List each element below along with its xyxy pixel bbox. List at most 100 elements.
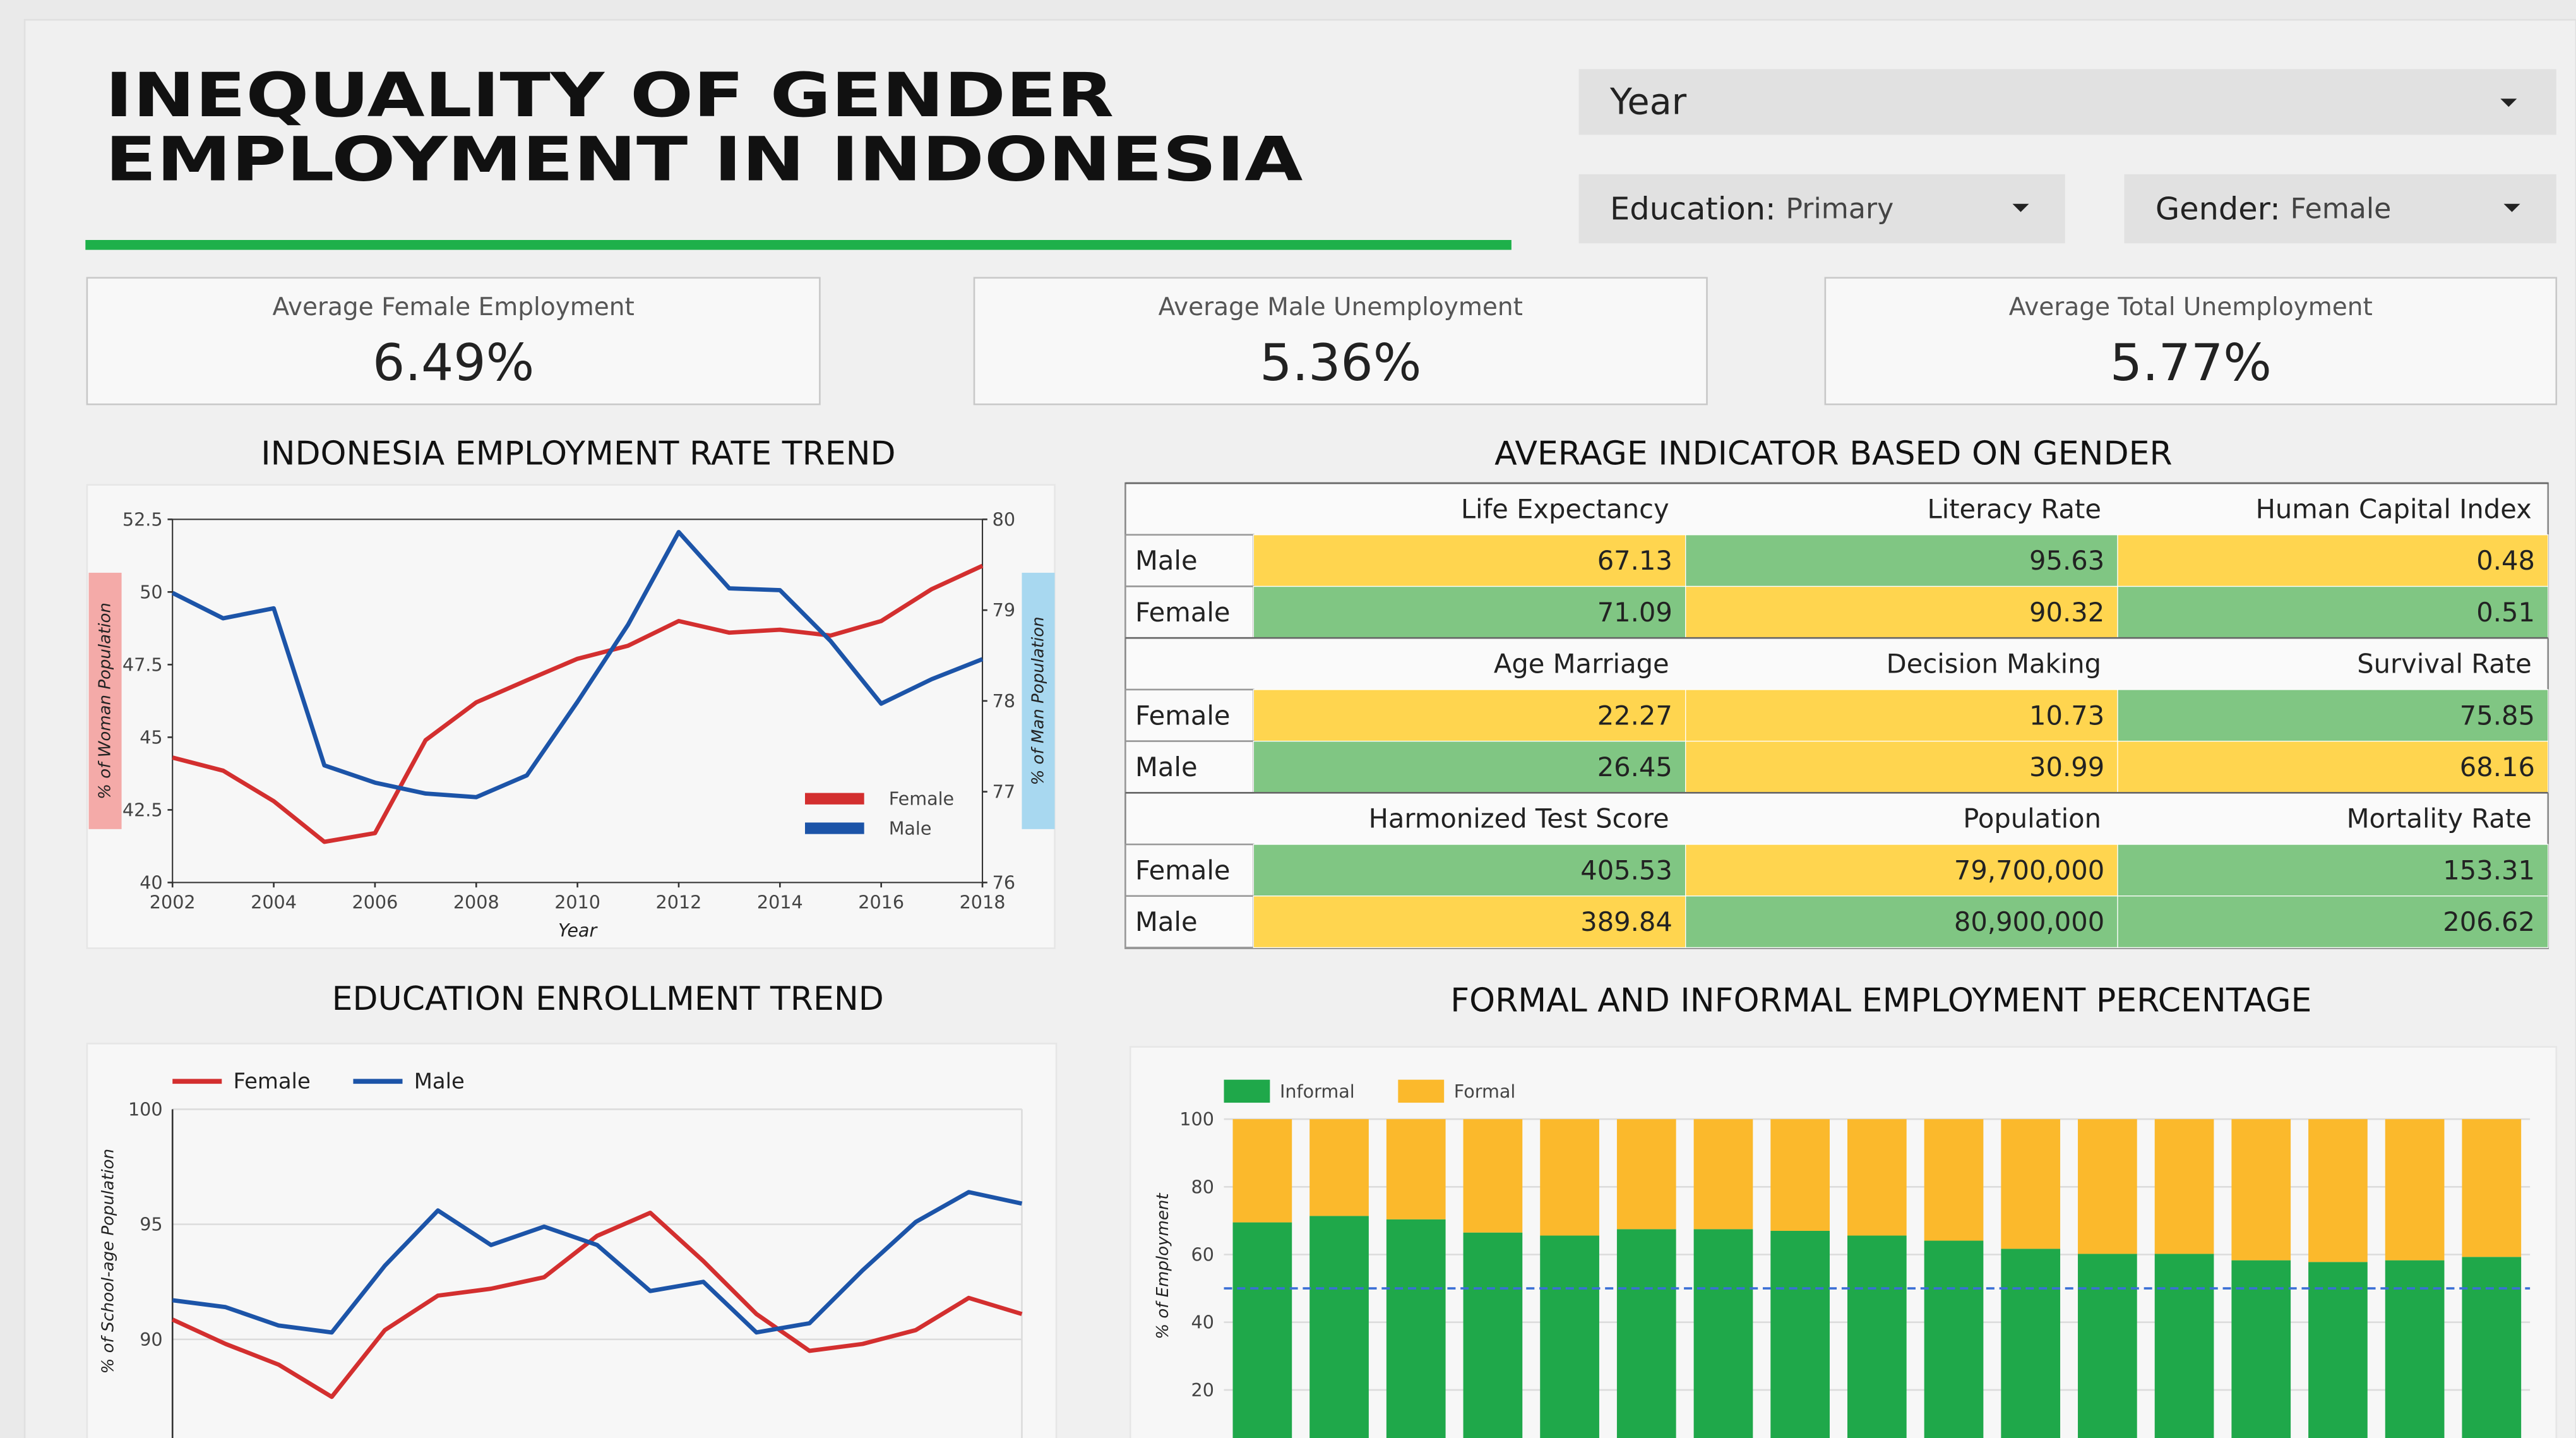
table-cell <box>1253 689 1686 742</box>
kpi-value: 5.77% <box>2110 333 2272 393</box>
cell-value: 153.31 <box>2443 854 2535 885</box>
bar-segment <box>2308 1119 2368 1262</box>
column-header: Literacy Rate <box>1927 493 2101 524</box>
bar-segment <box>2154 1119 2214 1254</box>
legend-label: Informal <box>1280 1081 1355 1102</box>
kpi-card <box>973 277 1708 405</box>
dropdown-value[interactable]: Primary <box>1786 193 1893 225</box>
table-cell <box>2117 585 2549 638</box>
bar-segment <box>2385 1119 2445 1261</box>
dropdown-arrow[interactable] <box>2503 203 2520 212</box>
kpi-label: Average Female Employment <box>272 293 634 321</box>
x-tick-label: 2018 <box>960 892 1006 913</box>
y-tick-label: 95 <box>140 1214 162 1235</box>
table-cell <box>1253 844 1686 897</box>
title-line: INEQUALITY OF GENDER <box>105 60 1114 131</box>
legend-label: Formal <box>1454 1081 1516 1102</box>
x-tick-label: 2010 <box>554 892 600 913</box>
cell-value: 26.45 <box>1597 752 1673 782</box>
cell-value: 80,900,000 <box>1954 906 2104 937</box>
y-tick-label: 40 <box>1191 1312 1214 1333</box>
legend-label: Female <box>233 1069 310 1094</box>
bar-segment <box>2001 1119 2061 1249</box>
column-header: Harmonized Test Score <box>1369 803 1669 834</box>
bar-segment <box>1924 1240 1984 1438</box>
chart-panel <box>86 484 1056 949</box>
row-label-cell <box>1124 688 1255 742</box>
cell-value: 68.16 <box>2460 752 2535 782</box>
bar-segment <box>2231 1119 2291 1261</box>
chart-panel <box>86 1043 1058 1438</box>
gender-filter[interactable]: Gender: Female <box>2124 174 2556 244</box>
dropdown-arrow[interactable] <box>2012 203 2029 212</box>
bar-segment <box>2001 1249 2061 1438</box>
row-label-cell <box>1124 843 1255 897</box>
y-tick-label: 47.5 <box>122 654 163 675</box>
bar-segment <box>1540 1119 1599 1236</box>
bar-segment <box>2154 1254 2214 1438</box>
bar-segment <box>1693 1119 1753 1230</box>
series-line <box>171 1211 1023 1399</box>
x-tick-label: 2006 <box>352 892 398 913</box>
dropdown-value[interactable]: Female <box>2291 193 2392 225</box>
y-tick-label: 42.5 <box>122 799 163 820</box>
y-tick-label: 80 <box>1191 1176 1214 1197</box>
bar-segment <box>2078 1119 2137 1254</box>
dropdown[interactable] <box>1578 69 2556 135</box>
table-cell <box>2117 689 2549 742</box>
row-label: Male <box>1135 906 1198 937</box>
cell-value: 75.85 <box>2460 700 2535 731</box>
table-cell <box>1253 585 1686 638</box>
row-label-cell <box>1124 895 1255 949</box>
bar-segment <box>1616 1119 1676 1230</box>
kpi-card <box>86 277 821 405</box>
y-tick-label: 50 <box>140 581 162 602</box>
dropdown[interactable] <box>2124 174 2556 244</box>
dropdown-label[interactable]: Education: <box>1610 191 1776 227</box>
bar-segment <box>1693 1229 1753 1438</box>
y-tick-label: 60 <box>1191 1244 1214 1266</box>
bar-segment <box>1847 1119 1907 1236</box>
kpi-value: 6.49% <box>373 333 534 393</box>
table-cell <box>1685 896 2118 949</box>
column-header: Life Expectancy <box>1461 493 1669 524</box>
bar-segment <box>1540 1235 1599 1438</box>
cell-value: 90.32 <box>2029 597 2104 628</box>
cell-value: 71.09 <box>1597 597 1673 628</box>
table-cell <box>2117 844 2549 897</box>
table-cell <box>1253 740 1686 793</box>
table-cell <box>1685 844 2118 897</box>
row-label-cell <box>1124 585 1255 639</box>
bar-segment <box>1386 1119 1446 1219</box>
legend-label: Female <box>889 788 954 810</box>
legend-swatch <box>1224 1079 1270 1103</box>
cell-value: 67.13 <box>1597 545 1673 576</box>
dropdown-text[interactable]: Gender: Female <box>2156 191 2392 227</box>
bar-segment <box>1770 1119 1830 1231</box>
series-line <box>171 530 984 800</box>
cell-value: 22.27 <box>1597 700 1673 731</box>
bar-segment <box>2078 1254 2137 1438</box>
bar-segment <box>1386 1219 1446 1438</box>
y-tick-label: 90 <box>140 1329 162 1350</box>
table-cell <box>2117 534 2549 587</box>
table-cell <box>1253 896 1686 949</box>
education-filter[interactable]: Education: Primary <box>1578 174 2065 244</box>
dropdown-label[interactable]: Gender: <box>2156 191 2281 227</box>
legend-swatch <box>1398 1079 1445 1103</box>
bar-segment <box>1616 1229 1676 1438</box>
cell-value: 10.73 <box>2029 700 2104 731</box>
dropdown-arrow[interactable] <box>2500 99 2517 107</box>
title-line: EMPLOYMENT IN INDONESIA <box>105 124 1303 195</box>
year-filter[interactable]: Year <box>1578 69 2556 135</box>
row-label-cell <box>1124 534 1255 587</box>
dropdown-text[interactable]: Education: Primary <box>1610 191 1893 227</box>
y-tick-label: 20 <box>1191 1379 1214 1401</box>
section-title: AVERAGE INDICATOR BASED ON GENDER <box>1494 434 2173 472</box>
axis-label-bg <box>88 572 122 829</box>
cell-value: 79,700,000 <box>1954 854 2104 885</box>
dropdown-label[interactable]: Year <box>1609 81 1687 123</box>
row-label-cell <box>1124 740 1255 794</box>
dropdown[interactable] <box>1578 174 2065 244</box>
axis-label-bg <box>1022 572 1055 829</box>
